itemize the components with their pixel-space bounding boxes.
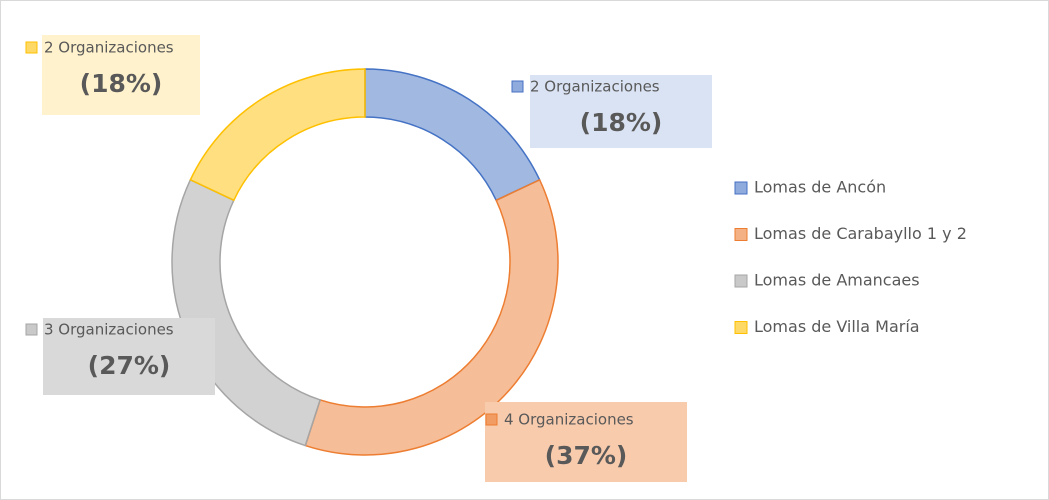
count-label: 3 Organizaciones [44,321,174,339]
value-label: (27%) [88,351,171,380]
count-label: 2 Organizaciones [530,78,660,96]
label-box [530,75,712,148]
count-label: 4 Organizaciones [504,411,634,429]
value-label: (37%) [545,441,628,470]
label-key [25,323,38,336]
count-label: 2 Organizaciones [44,39,174,57]
donut-segment [189,68,366,202]
donut-segment [304,178,559,456]
label-key [511,80,524,93]
label-box [485,402,687,482]
legend-label: Lomas de Carabayllo 1 y 2 [754,224,967,243]
legend-label: Lomas de Villa María [754,317,920,336]
legend-label: Lomas de Ancón [754,178,886,197]
label-box [43,318,215,395]
legend-key [734,274,748,288]
legend-key [734,181,748,195]
value-label: (18%) [80,69,163,98]
value-label: (18%) [580,108,663,137]
legend-label: Lomas de Amancaes [754,271,920,290]
label-key [25,41,38,54]
legend-key [734,228,748,241]
label-key [485,413,498,426]
label-box [42,35,200,115]
legend-key [734,321,748,334]
